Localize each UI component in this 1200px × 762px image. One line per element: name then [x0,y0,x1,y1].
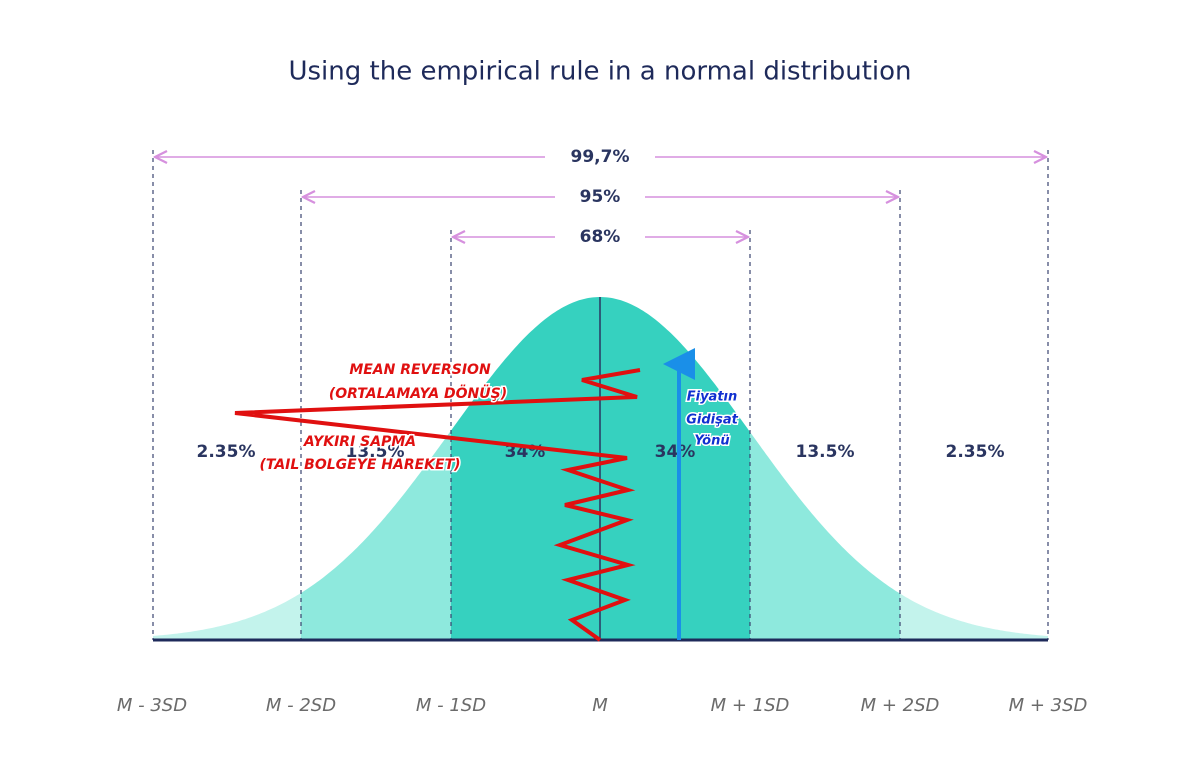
axis-label: M + 2SD [861,695,940,716]
axis-label: M [592,695,608,716]
annotation: Gidişat [686,413,738,428]
axis-label: M - 2SD [266,695,336,716]
curve-region [750,432,900,640]
annotation: Fiyatın [687,390,738,405]
range-label: 99,7% [571,147,630,167]
region-label: 13.5% [346,442,405,462]
axis-label: M + 3SD [1009,695,1088,716]
axis-label: M - 3SD [117,695,187,716]
axis-label: M + 1SD [711,695,790,716]
annotation: MEAN REVERSION [349,362,491,378]
range-label: 95% [580,187,621,207]
range-label: 68% [580,227,621,247]
sd-lines [152,150,1049,640]
axis-label: M - 1SD [416,695,486,716]
curve-region [301,430,451,640]
annotation: Yönü [694,434,729,449]
curve-region [153,593,301,640]
title: Using the empirical rule in a normal dis… [288,57,911,87]
annotation: (ORTALAMAYA DÖNÜŞ) [329,384,507,402]
region-label: 13.5% [796,442,855,462]
annotation: AYKIRI SAPMA [303,434,416,450]
curve-region [900,593,1048,640]
price-path [234,368,641,642]
annotation: (TAIL BOLGEYE HAREKET) [259,457,460,473]
region-label: 2.35% [946,442,1005,462]
region-label: 2.35% [197,442,256,462]
region-label: 34% [655,442,696,462]
